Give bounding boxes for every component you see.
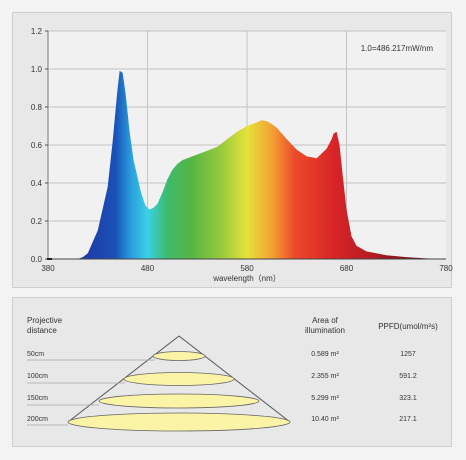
- table-row: 150cm 5.299 m² 323.1: [27, 395, 417, 406]
- cone-right-edge: [178, 335, 291, 423]
- row-ppfd: 1257: [400, 351, 416, 358]
- beam-ellipse-150cm: [98, 393, 260, 409]
- row-ppfd: 591.2: [399, 373, 417, 380]
- spectrum-chart-panel: 380 480 580 680 780 0.0 0.2 0.4 0.6 0.8 1.0 1.2 1.0…: [12, 12, 453, 288]
- x-tick-label: 480: [141, 264, 155, 273]
- y-tick-label: 0.0: [31, 255, 43, 264]
- x-tick-label: 380: [41, 264, 55, 273]
- distance-table-panel: Projective distance Area of illumination…: [12, 297, 452, 447]
- spectrum-area: [48, 70, 446, 260]
- x-axis-label: wavelength（nm）: [212, 274, 281, 283]
- row-area: 0.589 m²: [311, 351, 339, 358]
- header-distance-line2: distance: [27, 326, 57, 335]
- y-tick-label: 1.2: [31, 27, 43, 36]
- table-row: 200cm 10.40 m² 217.1: [27, 416, 417, 426]
- distance-diagram: Projective distance Area of illumination…: [27, 316, 438, 432]
- normalization-note: 1.0=486.217mW/nm: [361, 44, 434, 53]
- table-row: 100cm 2.355 m² 591.2: [27, 373, 417, 384]
- x-tick-label: 780: [439, 264, 453, 273]
- spectrum-chart: 380 480 580 680 780 0.0 0.2 0.4 0.6 0.8 1.0 1.2 1.0…: [31, 27, 453, 283]
- x-tick-label: 680: [340, 264, 354, 273]
- y-tick-label: 0.8: [31, 103, 43, 112]
- header-area-line2: illumination: [305, 326, 345, 335]
- row-ppfd: 217.1: [399, 416, 417, 423]
- row-distance: 50cm: [27, 351, 44, 358]
- header-distance-line1: Projective: [27, 316, 63, 325]
- cone-left-edge: [67, 335, 180, 423]
- beam-ellipse-100cm: [123, 372, 235, 386]
- row-area: 10.40 m²: [311, 416, 339, 423]
- beam-ellipse-200cm: [67, 412, 291, 432]
- header-area-line1: Area of: [312, 316, 339, 325]
- y-tick-label: 0.4: [31, 179, 43, 188]
- row-distance: 200cm: [27, 416, 48, 423]
- row-ppfd: 323.1: [399, 395, 417, 402]
- row-distance: 100cm: [27, 373, 48, 380]
- table-row: 50cm 0.589 m² 1257: [27, 351, 416, 361]
- row-area: 2.355 m²: [311, 373, 339, 380]
- beam-ellipse-50cm: [152, 351, 206, 361]
- row-area: 5.299 m²: [311, 395, 339, 402]
- row-distance: 150cm: [27, 395, 48, 402]
- y-tick-label: 0.2: [31, 217, 43, 226]
- y-tick-label: 0.6: [31, 141, 43, 150]
- light-cone: [67, 335, 291, 432]
- header-ppfd: PPFD(umol/m²s): [378, 322, 438, 331]
- y-tick-label: 1.0: [31, 65, 43, 74]
- tick-labels: 380 480 580 680 780 0.0 0.2 0.4 0.6 0.8 1.0 1.2: [31, 27, 453, 273]
- x-tick-label: 580: [240, 264, 254, 273]
